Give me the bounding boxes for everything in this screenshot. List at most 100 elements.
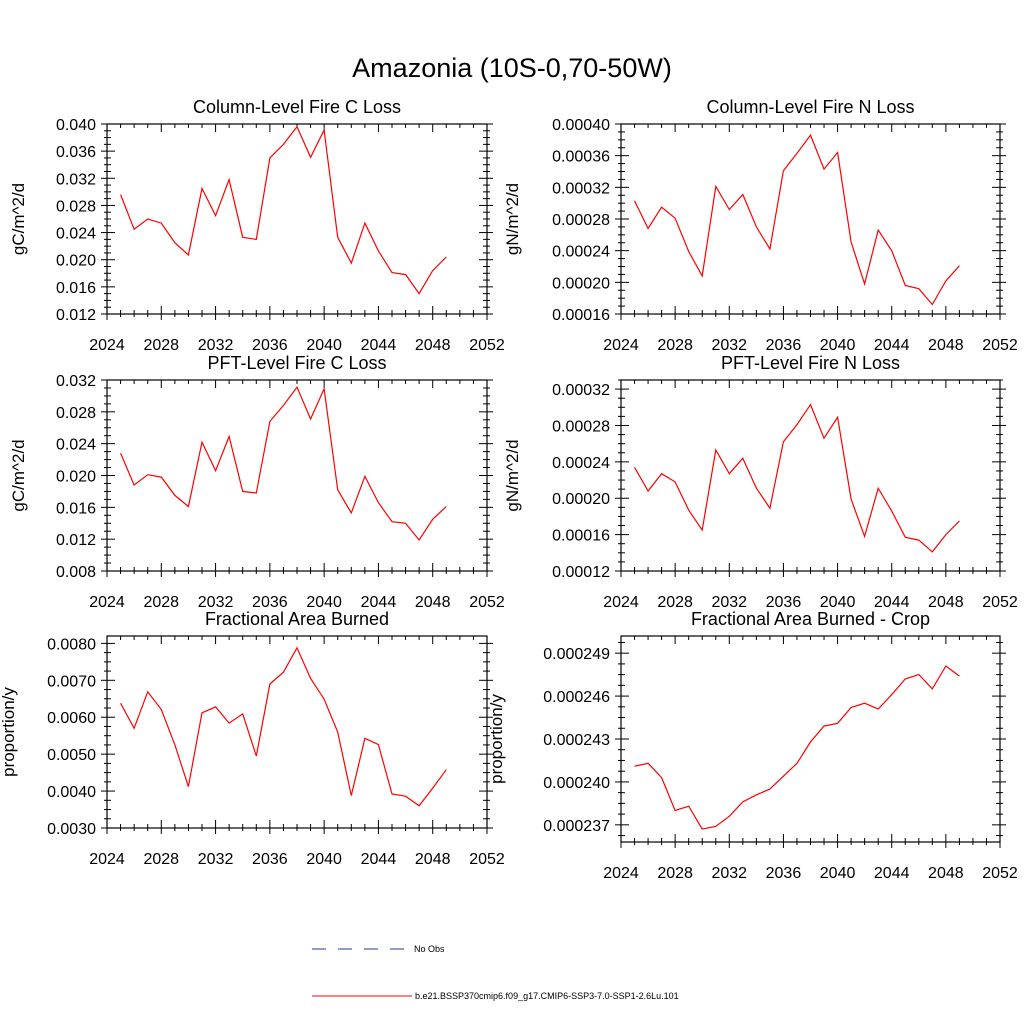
x-tick-label: 2036 <box>766 594 802 611</box>
y-tick-label: 0.0050 <box>47 747 96 764</box>
x-tick-label: 2040 <box>306 337 342 354</box>
y-tick-label: 0.0030 <box>47 821 96 838</box>
panel-title: Column-Level Fire C Loss <box>193 97 401 117</box>
panel-fractional-area-burned: 2024 2028 2032 2036 2040 2044 2048 2052 0.0030 0.… <box>0 609 505 868</box>
x-tick-label: 2048 <box>415 594 451 611</box>
legend-model-label: b.e21.BSSP370cmip6.f09_g17.CMIP6-SSP3-7.… <box>415 991 679 1001</box>
x-tick-label: 2044 <box>874 337 910 354</box>
x-tick-label: 2032 <box>198 594 234 611</box>
x-tick-label: 2040 <box>820 337 856 354</box>
x-tick-label: 2048 <box>928 337 964 354</box>
y-tick-label: 0.000237 <box>543 818 610 835</box>
y-tick-label: 0.000243 <box>543 732 610 749</box>
x-tick-label: 2028 <box>657 865 693 882</box>
y-tick-label: 0.00020 <box>552 275 610 292</box>
y-axis-label: gN/m^2/d <box>503 439 522 511</box>
y-tick-label: 0.024 <box>56 437 96 454</box>
panel-title: Fractional Area Burned <box>205 609 389 629</box>
y-tick-label: 0.012 <box>56 532 96 549</box>
x-tick-label: 2032 <box>198 851 234 868</box>
x-tick-label: 2040 <box>820 594 856 611</box>
x-tick-label: 2048 <box>415 337 451 354</box>
x-tick-label: 2032 <box>711 865 747 882</box>
x-tick-label: 2028 <box>657 337 693 354</box>
x-tick-label: 2024 <box>603 865 639 882</box>
x-tick-label: 2052 <box>469 594 505 611</box>
y-tick-label: 0.00032 <box>552 382 610 399</box>
panel-title: Column-Level Fire N Loss <box>706 97 914 117</box>
panel-column-level-fire-n-loss: 2024 2028 2032 2036 2040 2044 2048 2052 0.00016 0… <box>503 97 1018 354</box>
legend: No Obs b.e21.BSSP370cmip6.f09_g17.CMIP6-… <box>312 944 679 1001</box>
y-tick-label: 0.016 <box>56 280 96 297</box>
y-tick-label: 0.036 <box>56 144 96 161</box>
y-tick-label: 0.028 <box>56 405 96 422</box>
x-tick-label: 2032 <box>711 337 747 354</box>
x-tick-label: 2052 <box>982 594 1018 611</box>
x-tick-label: 2036 <box>766 337 802 354</box>
y-axis-label: gN/m^2/d <box>503 183 522 255</box>
series-line <box>120 386 447 542</box>
y-tick-label: 0.0080 <box>47 636 96 653</box>
x-tick-label: 2032 <box>711 594 747 611</box>
x-tick-label: 2044 <box>361 851 397 868</box>
series-line <box>120 125 447 295</box>
y-axis-label: gC/m^2/d <box>9 439 28 511</box>
x-tick-label: 2028 <box>143 851 179 868</box>
x-tick-label: 2024 <box>89 851 125 868</box>
y-tick-label: 0.00036 <box>552 149 610 166</box>
panel-title: PFT-Level Fire C Loss <box>207 353 386 373</box>
x-tick-label: 2028 <box>657 594 693 611</box>
y-tick-label: 0.020 <box>56 469 96 486</box>
y-tick-label: 0.032 <box>56 171 96 188</box>
y-tick-label: 0.040 <box>56 117 96 134</box>
y-tick-label: 0.00016 <box>552 307 610 324</box>
y-axis-label: gC/m^2/d <box>9 183 28 255</box>
y-tick-label: 0.000240 <box>543 775 610 792</box>
y-tick-label: 0.00032 <box>552 180 610 197</box>
y-tick-label: 0.00028 <box>552 212 610 229</box>
x-tick-label: 2048 <box>415 851 451 868</box>
y-tick-label: 0.024 <box>56 226 96 243</box>
y-tick-label: 0.0040 <box>47 784 96 801</box>
x-tick-label: 2052 <box>469 337 505 354</box>
x-tick-label: 2040 <box>306 594 342 611</box>
legend-obs-label: No Obs <box>414 944 445 954</box>
x-tick-label: 2048 <box>928 865 964 882</box>
x-tick-label: 2044 <box>874 594 910 611</box>
panels: 2024 2028 2032 2036 2040 2044 2048 2052 0.012 0.0… <box>0 97 1018 882</box>
x-tick-label: 2024 <box>603 594 639 611</box>
x-tick-label: 2028 <box>143 337 179 354</box>
y-tick-label: 0.028 <box>56 198 96 215</box>
y-tick-label: 0.032 <box>56 373 96 390</box>
x-tick-label: 2028 <box>143 594 179 611</box>
figure-title: Amazonia (10S-0,70-50W) <box>352 53 672 83</box>
x-tick-label: 2032 <box>198 337 234 354</box>
y-tick-label: 0.00020 <box>552 491 610 508</box>
y-tick-label: 0.00028 <box>552 418 610 435</box>
series-line <box>633 133 960 306</box>
x-tick-label: 2036 <box>252 594 288 611</box>
y-tick-label: 0.020 <box>56 253 96 270</box>
y-tick-label: 0.016 <box>56 500 96 517</box>
y-tick-label: 0.012 <box>56 307 96 324</box>
series-line <box>633 403 960 553</box>
x-tick-label: 2036 <box>252 851 288 868</box>
panel-column-level-fire-c-loss: 2024 2028 2032 2036 2040 2044 2048 2052 0.012 0.0… <box>9 97 505 354</box>
y-tick-label: 0.000246 <box>543 689 610 706</box>
x-tick-label: 2052 <box>469 851 505 868</box>
panel-title: PFT-Level Fire N Loss <box>721 353 900 373</box>
y-axis-label: proportion/y <box>0 687 18 777</box>
panel-fractional-area-burned-crop: 2024 2028 2032 2036 2040 2044 2048 2052 0.000237… <box>487 609 1018 882</box>
y-axis-label: proportion/y <box>487 694 506 784</box>
x-tick-label: 2052 <box>982 865 1018 882</box>
x-tick-label: 2024 <box>603 337 639 354</box>
x-tick-label: 2044 <box>874 865 910 882</box>
y-tick-label: 0.00040 <box>552 117 610 134</box>
y-tick-label: 0.00012 <box>552 564 610 581</box>
x-tick-label: 2044 <box>361 337 397 354</box>
y-tick-label: 0.0060 <box>47 710 96 727</box>
x-tick-label: 2036 <box>252 337 288 354</box>
x-tick-label: 2024 <box>89 337 125 354</box>
